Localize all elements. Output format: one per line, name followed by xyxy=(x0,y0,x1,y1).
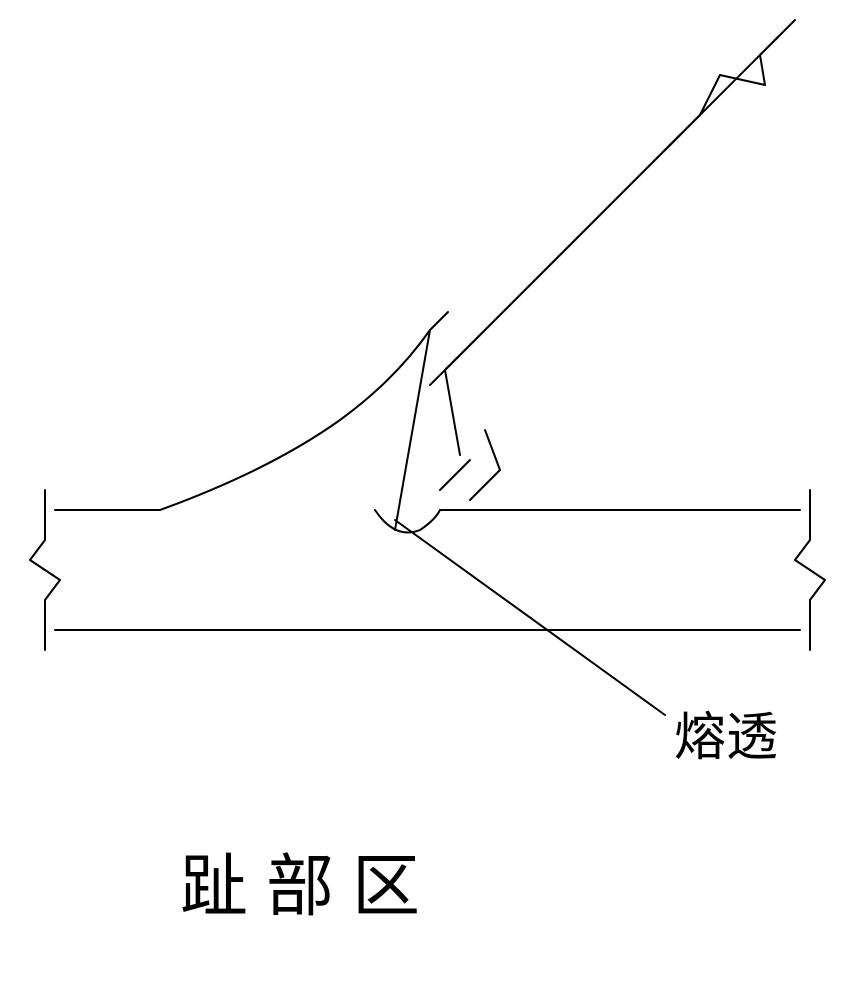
root-notch-a xyxy=(440,460,470,490)
annotation-leader xyxy=(395,520,665,715)
diagonal-inner xyxy=(470,135,680,345)
root-stub-right xyxy=(485,430,500,470)
weld-fusion-line xyxy=(395,330,430,530)
weld-toe-curve xyxy=(160,312,448,510)
root-notch-b xyxy=(470,470,500,500)
root-stub-top xyxy=(470,345,485,430)
penetration-label: 熔透 xyxy=(674,695,778,770)
root-inner-edge xyxy=(445,345,470,370)
break-symbol-left xyxy=(30,490,60,650)
root-stub-left xyxy=(445,370,460,455)
break-symbol-right xyxy=(795,490,825,650)
diagonal-inner-close xyxy=(420,395,440,415)
diagram-title: 趾部区 xyxy=(180,831,438,930)
root-gap-left xyxy=(440,455,460,510)
weld-diagram: 熔透 趾部区 xyxy=(0,0,858,1000)
